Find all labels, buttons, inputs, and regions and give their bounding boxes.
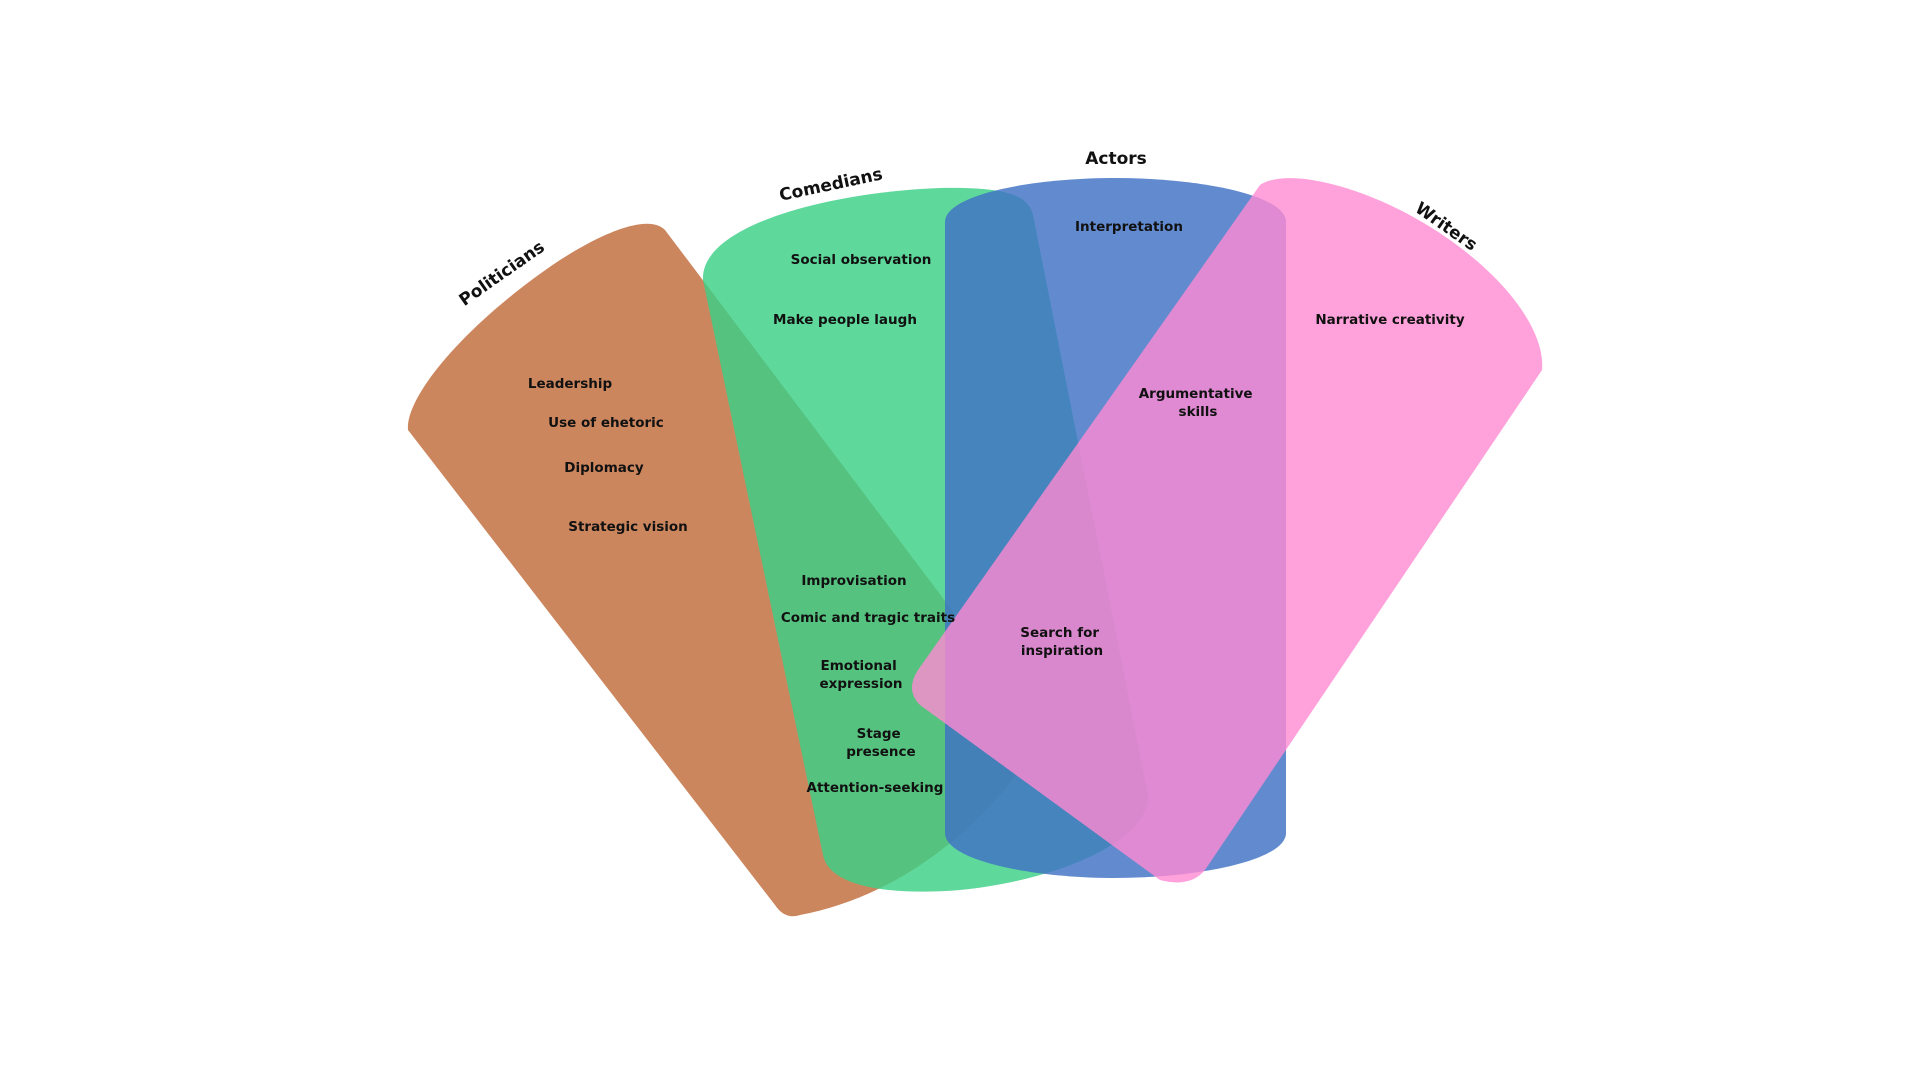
item-social-observation: Social observation xyxy=(791,252,932,268)
item-argumentative-skills-line-1: Argumentative xyxy=(1139,386,1253,402)
item-emotional-expression-line-1: Emotional xyxy=(821,658,897,674)
item-diplomacy: Diplomacy xyxy=(564,460,644,476)
item-stage-presence-line-1: Stage xyxy=(857,726,901,742)
item-attention-seeking: Attention-seeking xyxy=(807,780,944,796)
item-narrative-creativity: Narrative creativity xyxy=(1315,312,1464,328)
item-emotional-expression-line-2: expression xyxy=(820,676,903,692)
item-search-for-inspiration-line-2: inspiration xyxy=(1021,643,1103,659)
item-use-of-rhetoric: Use of ehetoric xyxy=(548,415,664,431)
item-comic-and-tragic-traits: Comic and tragic traits xyxy=(781,610,955,626)
item-emotional-expression: Emotional expression xyxy=(820,658,903,692)
item-leadership: Leadership xyxy=(528,376,613,392)
writers-set-shape xyxy=(911,178,1543,883)
item-argumentative-skills: Argumentative skills xyxy=(1139,386,1258,420)
item-stage-presence-line-2: presence xyxy=(846,744,915,760)
item-interpretation: Interpretation xyxy=(1075,219,1183,235)
item-strategic-vision: Strategic vision xyxy=(568,519,688,535)
item-search-for-inspiration: Search for inspiration xyxy=(1020,625,1103,659)
actors-label: Actors xyxy=(1085,149,1147,169)
item-stage-presence: Stage presence xyxy=(846,726,915,760)
item-make-people-laugh: Make people laugh xyxy=(773,312,917,328)
item-argumentative-skills-line-2: skills xyxy=(1179,404,1218,420)
item-search-for-inspiration-line-1: Search for xyxy=(1020,625,1099,641)
item-improvisation: Improvisation xyxy=(801,573,906,589)
